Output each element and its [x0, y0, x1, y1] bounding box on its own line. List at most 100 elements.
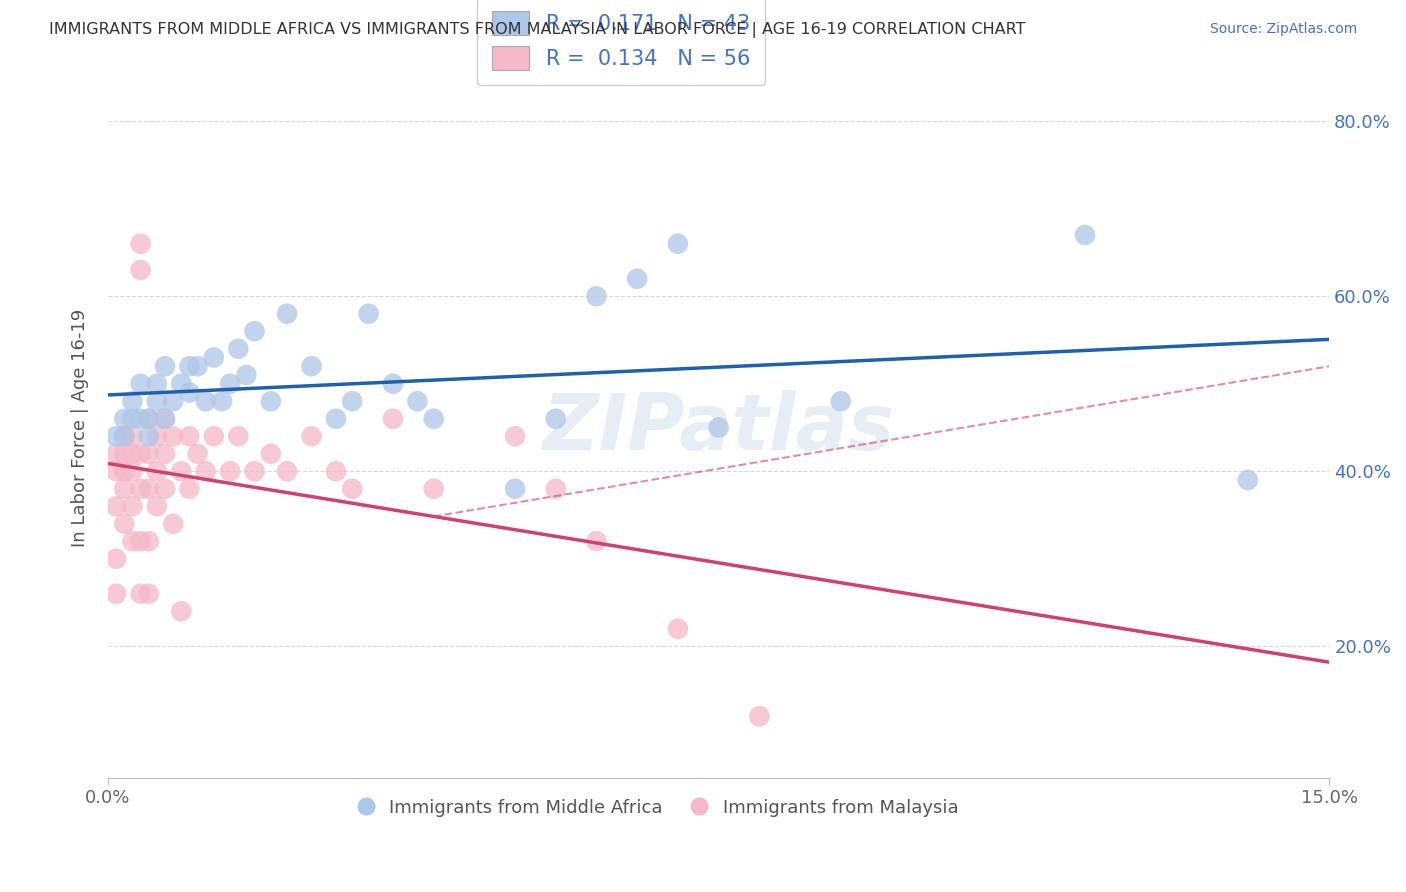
Point	[153, 359, 176, 374]
Point	[235, 368, 257, 382]
Point	[748, 709, 770, 723]
Point	[202, 351, 225, 365]
Point	[544, 482, 567, 496]
Point	[585, 289, 607, 303]
Point	[830, 394, 852, 409]
Text: Source: ZipAtlas.com: Source: ZipAtlas.com	[1209, 22, 1357, 37]
Point	[121, 394, 143, 409]
Point	[325, 464, 347, 478]
Point	[153, 447, 176, 461]
Point	[129, 482, 152, 496]
Point	[129, 376, 152, 391]
Point	[121, 464, 143, 478]
Point	[585, 534, 607, 549]
Point	[112, 516, 135, 531]
Point	[342, 482, 364, 496]
Point	[146, 429, 169, 443]
Point	[707, 420, 730, 434]
Point	[1074, 227, 1097, 242]
Point	[105, 429, 128, 443]
Point	[260, 447, 283, 461]
Point	[112, 429, 135, 443]
Point	[194, 464, 217, 478]
Legend: Immigrants from Middle Africa, Immigrants from Malaysia: Immigrants from Middle Africa, Immigrant…	[350, 792, 966, 824]
Point	[112, 411, 135, 425]
Point	[153, 411, 176, 425]
Point	[129, 534, 152, 549]
Point	[243, 464, 266, 478]
Point	[666, 622, 689, 636]
Point	[146, 394, 169, 409]
Point	[105, 447, 128, 461]
Point	[219, 376, 242, 391]
Point	[129, 263, 152, 277]
Y-axis label: In Labor Force | Age 16-19: In Labor Force | Age 16-19	[72, 309, 89, 547]
Point	[105, 587, 128, 601]
Point	[170, 464, 193, 478]
Point	[626, 271, 648, 285]
Point	[162, 394, 184, 409]
Point	[226, 342, 249, 356]
Point	[121, 447, 143, 461]
Point	[129, 236, 152, 251]
Text: ZIPatlas: ZIPatlas	[543, 390, 894, 466]
Point	[162, 516, 184, 531]
Point	[121, 534, 143, 549]
Point	[138, 447, 160, 461]
Point	[112, 429, 135, 443]
Point	[325, 411, 347, 425]
Point	[211, 394, 233, 409]
Point	[276, 307, 298, 321]
Point	[406, 394, 429, 409]
Point	[422, 482, 444, 496]
Point	[146, 500, 169, 514]
Point	[187, 359, 209, 374]
Point	[276, 464, 298, 478]
Point	[381, 376, 404, 391]
Point	[138, 587, 160, 601]
Point	[170, 376, 193, 391]
Point	[138, 411, 160, 425]
Point	[153, 482, 176, 496]
Point	[357, 307, 380, 321]
Point	[226, 429, 249, 443]
Point	[105, 551, 128, 566]
Point	[219, 464, 242, 478]
Point	[301, 429, 323, 443]
Point	[179, 359, 201, 374]
Point	[129, 411, 152, 425]
Point	[179, 385, 201, 400]
Point	[179, 482, 201, 496]
Point	[179, 429, 201, 443]
Point	[503, 429, 526, 443]
Point	[129, 447, 152, 461]
Point	[105, 500, 128, 514]
Text: IMMIGRANTS FROM MIDDLE AFRICA VS IMMIGRANTS FROM MALAYSIA IN LABOR FORCE | AGE 1: IMMIGRANTS FROM MIDDLE AFRICA VS IMMIGRA…	[49, 22, 1026, 38]
Point	[503, 482, 526, 496]
Point	[187, 447, 209, 461]
Point	[112, 464, 135, 478]
Point	[194, 394, 217, 409]
Point	[121, 429, 143, 443]
Point	[342, 394, 364, 409]
Point	[1237, 473, 1260, 487]
Point	[138, 482, 160, 496]
Point	[121, 411, 143, 425]
Point	[544, 411, 567, 425]
Point	[146, 464, 169, 478]
Point	[112, 482, 135, 496]
Point	[243, 324, 266, 338]
Point	[260, 394, 283, 409]
Point	[121, 500, 143, 514]
Point	[162, 429, 184, 443]
Point	[146, 376, 169, 391]
Point	[153, 411, 176, 425]
Point	[129, 587, 152, 601]
Point	[170, 604, 193, 618]
Point	[105, 464, 128, 478]
Point	[138, 411, 160, 425]
Point	[666, 236, 689, 251]
Point	[112, 447, 135, 461]
Point	[301, 359, 323, 374]
Point	[422, 411, 444, 425]
